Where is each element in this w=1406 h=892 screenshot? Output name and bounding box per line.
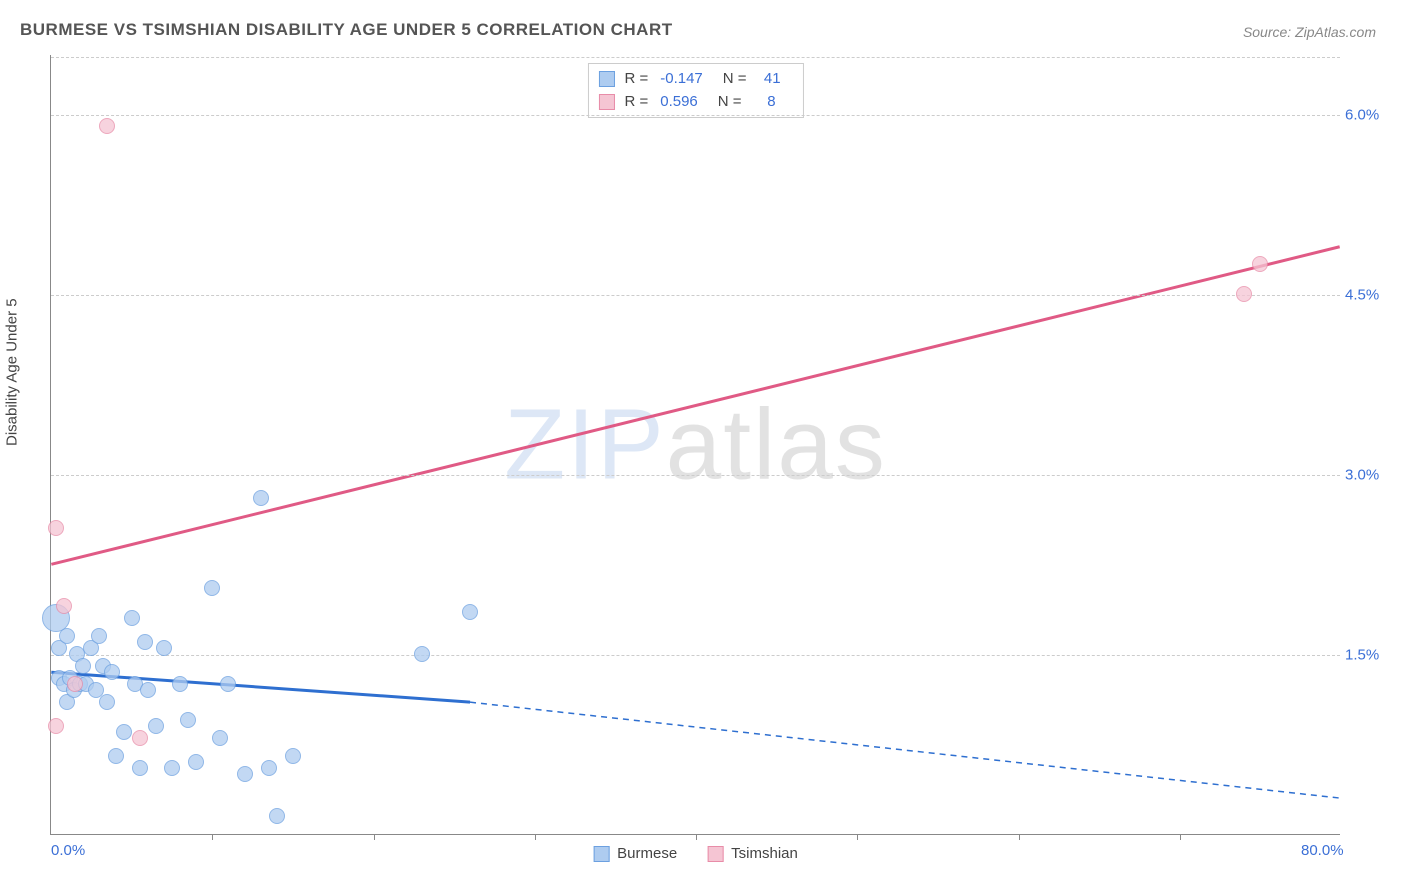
data-point [67,676,83,692]
data-point [48,520,64,536]
y-tick-label: 3.0% [1345,467,1395,484]
gridline-h [51,295,1340,296]
stat-r-value: 0.596 [660,91,698,114]
legend-swatch [593,846,609,862]
data-point [59,628,75,644]
gridline-h [51,57,1340,58]
stats-legend-row: R = 0.596 N = 8 [598,91,792,114]
stats-legend-row: R = -0.147 N = 41 [598,68,792,91]
watermark: ZIPatlas [504,387,887,502]
legend-item: Burmese [593,845,677,862]
data-point [56,598,72,614]
source-attribution: Source: ZipAtlas.com [1243,24,1376,40]
stats-legend: R = -0.147 N = 41 R = 0.596 N = 8 [587,63,803,118]
legend-item: Tsimshian [707,845,798,862]
data-point [48,718,64,734]
y-tick-label: 6.0% [1345,107,1395,124]
data-point [172,676,188,692]
data-point [188,754,204,770]
data-point [124,610,140,626]
stat-r-label: R = [624,68,648,91]
gridline-h [51,475,1340,476]
data-point [108,748,124,764]
data-point [156,640,172,656]
data-point [91,628,107,644]
stat-n-value: 8 [754,91,776,114]
y-axis-label: Disability Age Under 5 [4,298,21,446]
data-point [1236,286,1252,302]
series-legend: Burmese Tsimshian [593,845,798,862]
x-tick-minor [212,834,213,840]
data-point [285,748,301,764]
stat-n-value: 41 [759,68,781,91]
data-point [99,694,115,710]
data-point [204,580,220,596]
legend-swatch [598,94,614,110]
x-tick-minor [696,834,697,840]
watermark-part1: ZIP [504,388,666,500]
stat-n-label: N = [718,91,742,114]
legend-swatch [598,71,614,87]
data-point [99,118,115,134]
data-point [269,808,285,824]
data-point [462,604,478,620]
x-tick-label: 80.0% [1301,842,1344,859]
data-point [1252,256,1268,272]
data-point [414,646,430,662]
chart-title: BURMESE VS TSIMSHIAN DISABILITY AGE UNDE… [20,20,673,40]
x-tick-minor [1180,834,1181,840]
gridline-h [51,655,1340,656]
x-tick-minor [535,834,536,840]
y-tick-label: 4.5% [1345,287,1395,304]
stat-r-value: -0.147 [660,68,703,91]
data-point [116,724,132,740]
x-tick-label: 0.0% [51,842,85,859]
x-tick-minor [374,834,375,840]
watermark-part2: atlas [666,388,887,500]
x-tick-minor [857,834,858,840]
data-point [75,658,91,674]
legend-swatch [707,846,723,862]
data-point [140,682,156,698]
legend-label: Burmese [617,845,677,862]
data-point [104,664,120,680]
stat-n-label: N = [723,68,747,91]
data-point [237,766,253,782]
data-point [220,676,236,692]
stat-r-label: R = [624,91,648,114]
data-point [164,760,180,776]
plot-area: ZIPatlas R =-0.147N =41R =0.596N =8 Burm… [50,55,1340,835]
data-point [132,730,148,746]
data-point [261,760,277,776]
data-point [137,634,153,650]
data-point [132,760,148,776]
y-tick-label: 1.5% [1345,647,1395,664]
data-point [253,490,269,506]
data-point [180,712,196,728]
data-point [212,730,228,746]
x-tick-minor [1019,834,1020,840]
legend-label: Tsimshian [731,845,798,862]
trend-line-dashed [470,702,1340,798]
gridline-h [51,115,1340,116]
data-point [148,718,164,734]
